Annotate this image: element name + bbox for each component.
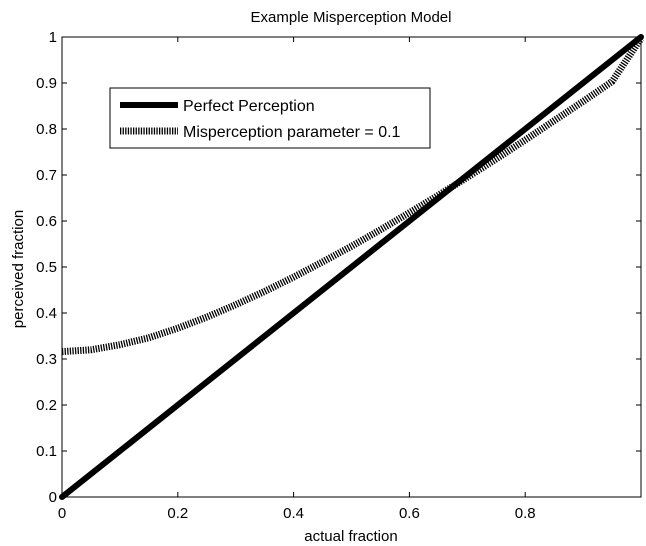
y-tick-label: 0.9 xyxy=(36,75,57,92)
series-line-1 xyxy=(59,34,644,500)
y-tick-label: 0.7 xyxy=(36,167,57,184)
legend-box xyxy=(109,87,431,149)
y-tick-label: 0.5 xyxy=(36,259,57,276)
x-axis-label: actual fraction xyxy=(304,528,397,545)
y-tick-label: 0.6 xyxy=(36,213,57,230)
legend: Perfect Perception Misperception paramete… xyxy=(109,87,431,149)
x-tick-label: 0.6 xyxy=(399,505,420,522)
y-axis-label: perceived fraction xyxy=(10,210,27,328)
legend-label-2: Misperception parameter = 0.1 xyxy=(183,124,401,141)
y-tick-label: 0.2 xyxy=(36,397,57,414)
y-tick-label: 0.8 xyxy=(36,121,57,138)
y-tick-label: 0.1 xyxy=(36,443,57,460)
x-tick-label: 0 xyxy=(58,505,66,522)
x-tick-label: 0.8 xyxy=(515,505,536,522)
chart-title: Example Misperception Model xyxy=(251,9,452,26)
legend-label-1: Perfect Perception xyxy=(183,98,315,115)
x-tick-label: 0.4 xyxy=(283,505,304,522)
y-tick-label: 1 xyxy=(49,29,57,46)
x-tick-label: 0.2 xyxy=(167,505,188,522)
y-tick-label: 0 xyxy=(49,489,57,506)
y-tick-label: 0.3 xyxy=(36,351,57,368)
y-tick-label: 0.4 xyxy=(36,305,57,322)
